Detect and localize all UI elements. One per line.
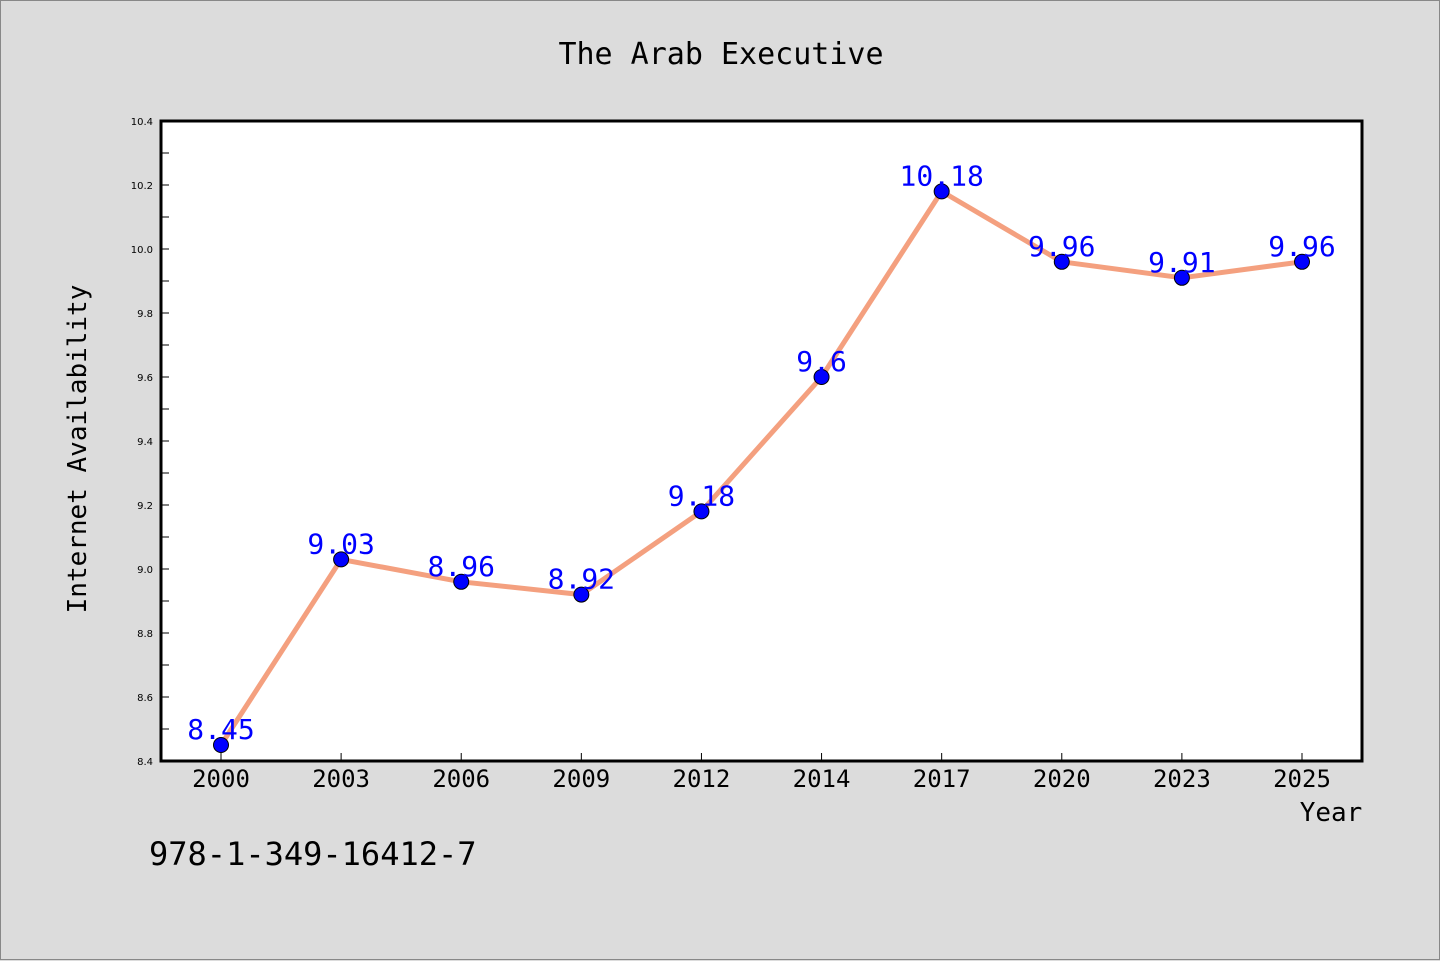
chart-title: The Arab Executive [558, 37, 883, 72]
x-axis-label: Year [1300, 798, 1363, 828]
y-tick-label: 10.4 [131, 117, 153, 128]
y-tick-label: 10.2 [131, 181, 153, 192]
data-point [213, 737, 229, 753]
data-label: 8.92 [548, 563, 615, 596]
y-tick-label: 9.8 [137, 309, 153, 320]
y-tick-label: 9.6 [137, 373, 153, 384]
data-point [1173, 269, 1190, 286]
y-tick-label: 8.8 [137, 629, 153, 640]
plot-border [159, 119, 1364, 763]
x-axis: 2000 2003 2006 2009 2012 2014 2017 2020 2023 2025 [192, 753, 1331, 793]
y-tick-label: 9.0 [137, 565, 153, 576]
x-tick-label: 2014 [793, 765, 851, 793]
y-tick-label: 10.0 [131, 245, 153, 256]
data-point [573, 586, 590, 603]
y-axis-label: Internet Availability [63, 285, 93, 614]
x-tick-label: 2003 [312, 765, 370, 793]
y-tick-label: 8.6 [137, 693, 153, 704]
x-tick-label: 2009 [552, 765, 610, 793]
x-tick-label: 2012 [673, 765, 731, 793]
data-point [1294, 253, 1310, 270]
data-labels: 8.45 9.03 8.96 8.92 9.18 9.6 10.18 9.96 9.91 9.96 [187, 159, 1335, 746]
data-point [933, 183, 950, 200]
data-label: 10.18 [900, 159, 984, 192]
data-label: 9.18 [668, 479, 735, 512]
data-point [1053, 253, 1070, 270]
data-point [813, 369, 830, 385]
x-tick-label: 2006 [432, 765, 490, 793]
y-tick-label: 9.4 [137, 437, 153, 448]
x-tick-label: 2025 [1273, 765, 1331, 793]
data-label: 9.96 [1268, 230, 1335, 263]
data-label: 8.45 [187, 713, 254, 746]
data-label: 9.6 [796, 345, 847, 378]
x-tick-label: 2020 [1033, 765, 1091, 793]
x-tick-label: 2000 [192, 765, 250, 793]
data-markers [213, 183, 1310, 753]
data-point [333, 551, 350, 568]
x-tick-label: 2017 [913, 765, 971, 793]
y-tick-label: 9.2 [137, 501, 153, 512]
data-point [693, 503, 710, 520]
data-label: 8.96 [428, 550, 495, 583]
series-line [218, 188, 1305, 748]
y-tick-label: 8.4 [137, 757, 153, 768]
data-point [453, 573, 470, 590]
caption-isbn: 978-1-349-16412-7 [149, 835, 477, 873]
data-label: 9.96 [1028, 230, 1095, 263]
x-tick-label: 2023 [1153, 765, 1211, 793]
data-label: 9.03 [307, 527, 374, 560]
data-label: 9.91 [1148, 246, 1215, 279]
